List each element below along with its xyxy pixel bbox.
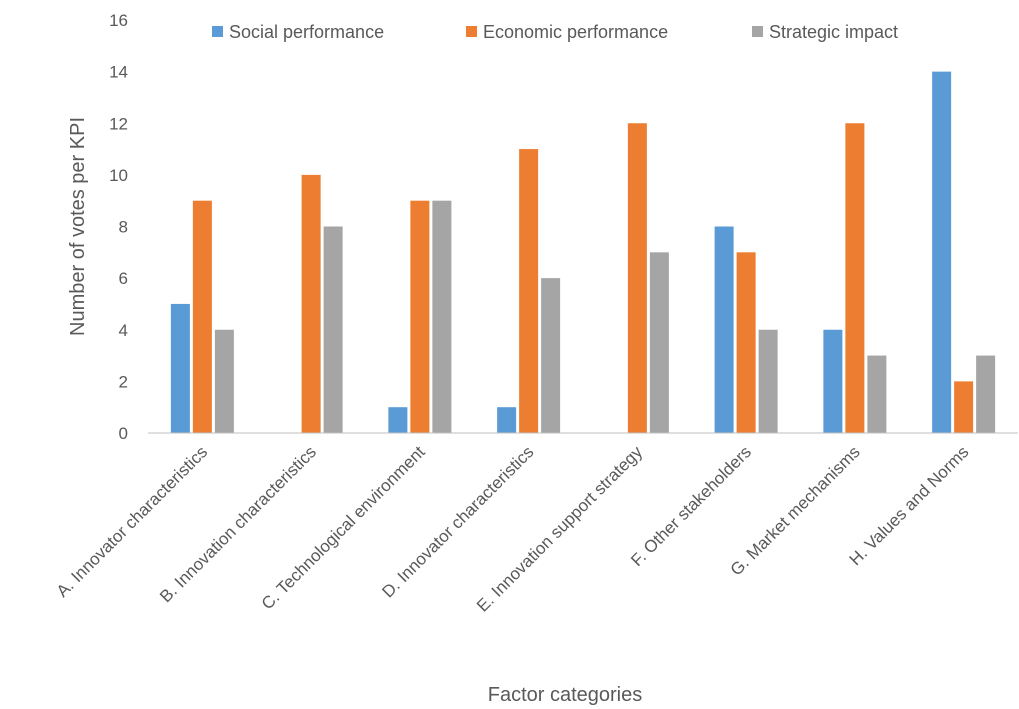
y-tick-label: 12 [109,114,128,133]
bar-economic-performance [845,123,865,433]
bar-strategic-impact [649,252,669,433]
bar-strategic-impact [758,329,778,433]
y-tick-label: 0 [119,424,128,443]
x-axis-title: Factor categories [488,684,643,706]
bars-group [170,71,996,433]
bar-strategic-impact [432,200,452,433]
bar-social-performance [170,303,190,433]
bar-social-performance [497,407,517,433]
y-tick-label: 10 [109,166,128,185]
bar-social-performance [714,226,734,433]
bar-strategic-impact [323,226,343,433]
bar-economic-performance [627,123,647,433]
legend-swatch [752,26,763,37]
bar-economic-performance [954,381,974,433]
bar-strategic-impact [214,329,234,433]
bar-economic-performance [736,252,756,433]
legend-label: Social performance [229,22,384,42]
y-tick-label: 4 [119,321,128,340]
bar-strategic-impact [867,355,887,433]
bar-social-performance [388,407,408,433]
legend-swatch [212,26,223,37]
bar-strategic-impact [976,355,996,433]
y-tick-label: 16 [109,11,128,30]
legend-label: Strategic impact [769,22,898,42]
chart-legend: Social performance Economic performance St… [212,22,898,42]
bar-social-performance [823,329,843,433]
bar-economic-performance [519,149,539,433]
y-tick-label: 2 [119,372,128,391]
y-tick-label: 6 [119,269,128,288]
bar-social-performance [932,71,952,433]
y-axis-title: Number of votes per KPI [67,117,89,336]
legend-label: Economic performance [483,22,668,42]
y-axis: 0 2 4 6 8 10 12 14 16 [109,11,128,443]
bar-strategic-impact [541,278,561,433]
y-tick-label: 14 [109,63,128,82]
y-tick-label: 8 [119,218,128,237]
bar-economic-performance [410,200,430,433]
bar-economic-performance [192,200,212,433]
bar-economic-performance [301,174,321,433]
x-tick-label: H. Values and Norms [846,442,973,569]
legend-swatch [466,26,477,37]
x-tick-label: F. Other stakeholders [627,442,755,570]
